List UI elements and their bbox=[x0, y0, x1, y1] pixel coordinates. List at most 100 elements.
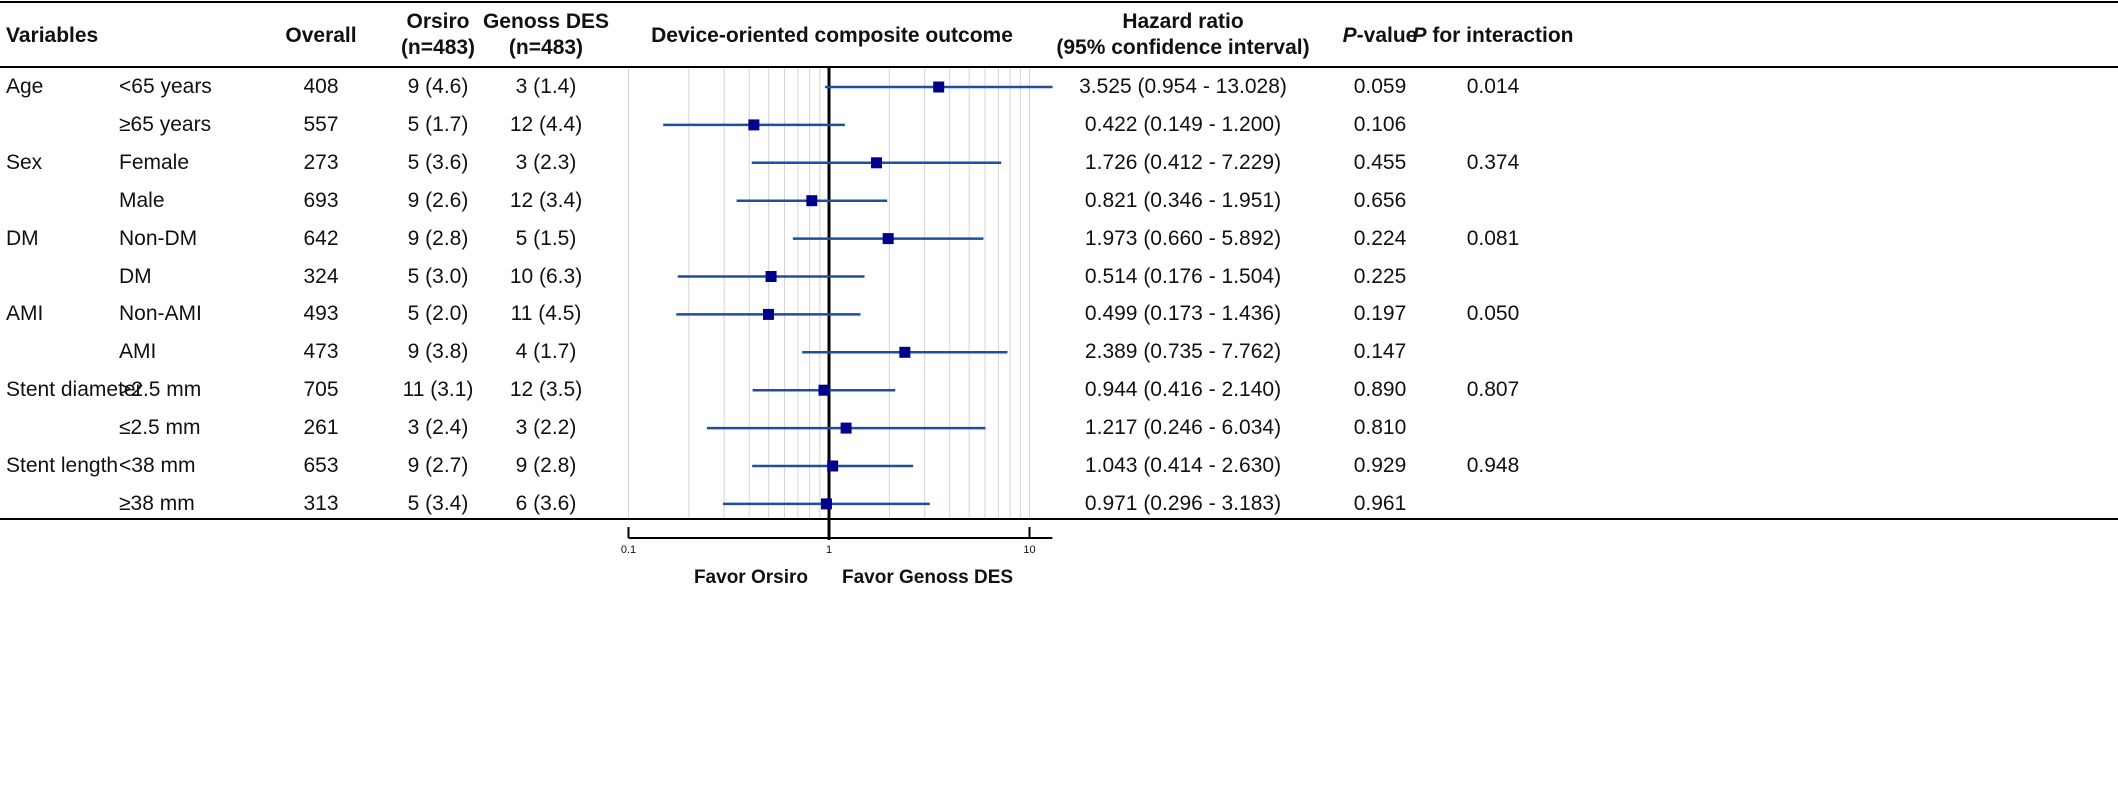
cell-p-value: 0.656 bbox=[1353, 188, 1407, 212]
header-overall: Overall bbox=[285, 24, 357, 47]
favor-right-label: Favor Genoss DES bbox=[842, 567, 1014, 588]
cell-genoss: 5 (1.5) bbox=[515, 226, 577, 250]
cell-orsiro: 5 (3.4) bbox=[407, 491, 469, 515]
header-p-italic: P bbox=[1342, 24, 1357, 47]
cell-p-value: 0.106 bbox=[1353, 112, 1407, 136]
favor-left-label: Favor Orsiro bbox=[693, 567, 808, 588]
cell-orsiro: 9 (3.8) bbox=[407, 340, 469, 364]
cell-overall: 261 bbox=[303, 416, 339, 440]
header-hr-ci: (95% confidence interval) bbox=[1056, 36, 1310, 59]
cell-subgroup: Non-AMI bbox=[119, 302, 202, 326]
cell-genoss: 12 (4.4) bbox=[509, 112, 583, 136]
cell-genoss: 10 (6.3) bbox=[509, 264, 583, 288]
cell-subgroup: ≤2.5 mm bbox=[119, 416, 201, 440]
hr-marker bbox=[933, 81, 945, 93]
cell-variable: Stent diameter bbox=[6, 378, 143, 402]
header-p-interaction: P for interaction bbox=[1412, 23, 1573, 49]
hr-marker bbox=[827, 460, 839, 472]
cell-orsiro: 5 (3.0) bbox=[407, 264, 469, 288]
cell-orsiro: 9 (2.8) bbox=[407, 226, 469, 250]
cell-genoss: 11 (4.5) bbox=[510, 302, 582, 326]
cell-genoss: 3 (1.4) bbox=[515, 75, 577, 98]
header-orsiro-name: Orsiro bbox=[406, 10, 470, 33]
cell-hazard-ratio: 0.422 (0.149 - 1.200) bbox=[1084, 112, 1282, 136]
cell-orsiro: 9 (2.7) bbox=[407, 454, 469, 477]
cell-p-interaction: 0.374 bbox=[1466, 150, 1520, 174]
cell-subgroup: >2.5 mm bbox=[119, 378, 202, 402]
header-orsiro-n: (n=483) bbox=[400, 36, 476, 59]
cell-p-value: 0.890 bbox=[1353, 378, 1407, 402]
cell-p-value: 0.929 bbox=[1353, 454, 1407, 477]
cell-subgroup: <65 years bbox=[119, 75, 212, 98]
cell-overall: 273 bbox=[303, 150, 339, 174]
cell-subgroup: Non-DM bbox=[119, 226, 198, 250]
hr-marker bbox=[871, 157, 883, 169]
cell-orsiro: 9 (4.6) bbox=[407, 75, 469, 98]
header-outcome: Device-oriented composite outcome bbox=[651, 24, 1013, 47]
hr-marker bbox=[765, 271, 777, 282]
hr-marker bbox=[762, 308, 774, 320]
header-p-value: P-value bbox=[1343, 23, 1418, 49]
cell-subgroup: Male bbox=[119, 188, 165, 212]
top-rule bbox=[0, 1, 2118, 3]
cell-orsiro: 5 (1.7) bbox=[407, 112, 469, 136]
cell-p-value: 0.197 bbox=[1353, 302, 1407, 326]
cell-subgroup: ≥38 mm bbox=[119, 491, 195, 515]
cell-variable: DM bbox=[6, 226, 39, 250]
cell-p-value: 0.455 bbox=[1353, 150, 1407, 174]
cell-overall: 324 bbox=[303, 264, 339, 288]
cell-variable: AMI bbox=[6, 302, 44, 326]
cell-orsiro: 3 (2.4) bbox=[407, 416, 469, 440]
cell-genoss: 4 (1.7) bbox=[515, 340, 577, 364]
cell-p-value: 0.147 bbox=[1353, 340, 1407, 364]
header-genoss: Genoss DES (n=483) bbox=[483, 9, 609, 61]
header-pint-italic: P bbox=[1412, 24, 1427, 47]
cell-genoss: 9 (2.8) bbox=[515, 454, 577, 477]
hr-marker bbox=[748, 119, 760, 131]
cell-overall: 653 bbox=[303, 454, 339, 477]
cell-overall: 408 bbox=[303, 75, 339, 98]
header-genoss-n: (n=483) bbox=[508, 36, 584, 59]
header-hazard-ratio: Hazard ratio (95% confidence interval) bbox=[1056, 9, 1309, 61]
cell-overall: 642 bbox=[303, 226, 339, 250]
header-p-suffix: -value bbox=[1356, 24, 1418, 47]
hr-marker bbox=[840, 422, 852, 434]
cell-subgroup: <38 mm bbox=[119, 454, 196, 477]
cell-genoss: 6 (3.6) bbox=[515, 491, 577, 515]
cell-variable: Stent length bbox=[6, 454, 119, 477]
x-tick-label: 1 bbox=[826, 544, 832, 556]
cell-p-value: 0.059 bbox=[1353, 75, 1407, 98]
cell-hazard-ratio: 1.217 (0.246 - 6.034) bbox=[1084, 416, 1282, 440]
header-hr-title: Hazard ratio bbox=[1122, 10, 1244, 33]
cell-p-value: 0.810 bbox=[1353, 416, 1407, 440]
header-rule bbox=[0, 66, 2118, 68]
bottom-rule bbox=[0, 518, 2118, 520]
header-pint-suffix: for interaction bbox=[1426, 24, 1574, 47]
cell-hazard-ratio: 0.514 (0.176 - 1.504) bbox=[1084, 264, 1282, 288]
cell-orsiro: 11 (3.1) bbox=[402, 378, 474, 402]
cell-hazard-ratio: 3.525 (0.954 - 13.028) bbox=[1079, 75, 1287, 98]
cell-genoss: 3 (2.3) bbox=[515, 150, 577, 174]
cell-subgroup: DM bbox=[119, 264, 152, 288]
cell-genoss: 12 (3.5) bbox=[509, 378, 583, 402]
cell-hazard-ratio: 1.726 (0.412 - 7.229) bbox=[1084, 150, 1282, 174]
hr-marker bbox=[806, 195, 818, 207]
cell-variable: Age bbox=[6, 75, 44, 98]
cell-p-value: 0.961 bbox=[1353, 491, 1407, 515]
cell-p-interaction: 0.050 bbox=[1466, 302, 1520, 326]
header-genoss-name: Genoss DES bbox=[482, 10, 610, 33]
cell-p-interaction: 0.807 bbox=[1466, 378, 1520, 402]
header-orsiro: Orsiro (n=483) bbox=[401, 9, 475, 61]
hr-marker bbox=[899, 346, 911, 358]
cell-variable: Sex bbox=[6, 150, 43, 174]
cell-hazard-ratio: 1.973 (0.660 - 5.892) bbox=[1084, 226, 1282, 250]
cell-p-interaction: 0.948 bbox=[1466, 454, 1520, 477]
cell-hazard-ratio: 1.043 (0.414 - 2.630) bbox=[1084, 454, 1282, 477]
hr-marker bbox=[818, 384, 830, 396]
cell-subgroup: Female bbox=[119, 150, 190, 174]
cell-hazard-ratio: 0.971 (0.296 - 3.183) bbox=[1084, 491, 1282, 515]
cell-overall: 557 bbox=[303, 112, 339, 136]
cell-overall: 313 bbox=[303, 491, 339, 515]
hr-marker bbox=[882, 233, 894, 245]
